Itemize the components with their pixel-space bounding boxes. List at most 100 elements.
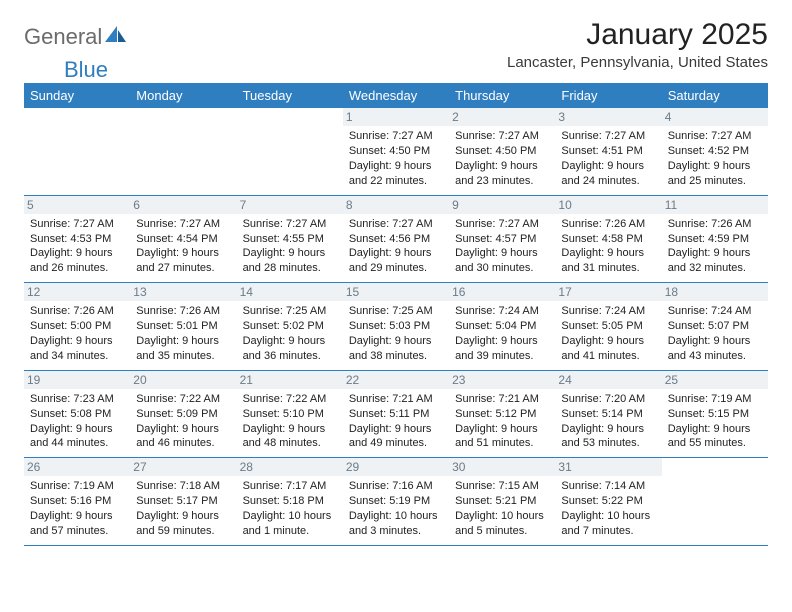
day-detail-line: and 30 minutes. <box>455 261 549 276</box>
day-detail-line: Sunset: 4:50 PM <box>349 144 443 159</box>
day-detail-line: Daylight: 9 hours <box>136 509 230 524</box>
day-detail-line: Sunrise: 7:27 AM <box>455 129 549 144</box>
day-number: 4 <box>662 108 768 126</box>
month-title: January 2025 <box>507 18 768 52</box>
day-detail-line: Sunset: 4:55 PM <box>243 232 337 247</box>
day-number: 23 <box>449 371 555 389</box>
day-number: 7 <box>237 196 343 214</box>
day-detail-line: and 29 minutes. <box>349 261 443 276</box>
day-detail-line: and 26 minutes. <box>30 261 124 276</box>
brand-blue: Blue <box>64 57 108 82</box>
day-detail-line: Sunset: 5:18 PM <box>243 494 337 509</box>
day-number: 9 <box>449 196 555 214</box>
calendar-day-cell: 8Sunrise: 7:27 AMSunset: 4:56 PMDaylight… <box>343 195 449 283</box>
day-detail-line: and 3 minutes. <box>349 524 443 539</box>
day-detail-line: Daylight: 9 hours <box>455 246 549 261</box>
day-detail-line: Daylight: 10 hours <box>455 509 549 524</box>
day-detail-line: Sunset: 4:52 PM <box>668 144 762 159</box>
day-number: 19 <box>24 371 130 389</box>
day-detail-line: Sunrise: 7:23 AM <box>30 392 124 407</box>
day-number: 6 <box>130 196 236 214</box>
day-detail-line: Sunset: 5:03 PM <box>349 319 443 334</box>
day-detail-line: Sunrise: 7:24 AM <box>561 304 655 319</box>
weekday-header-tuesday: Tuesday <box>237 83 343 108</box>
calendar-page: General January 2025 Lancaster, Pennsylv… <box>0 0 792 558</box>
day-detail-line: Sunset: 5:07 PM <box>668 319 762 334</box>
day-detail-line: Sunset: 5:04 PM <box>455 319 549 334</box>
weekday-header-thursday: Thursday <box>449 83 555 108</box>
day-number: 20 <box>130 371 236 389</box>
day-detail-line: and 46 minutes. <box>136 436 230 451</box>
day-number: 24 <box>555 371 661 389</box>
calendar-day-cell: 6Sunrise: 7:27 AMSunset: 4:54 PMDaylight… <box>130 195 236 283</box>
day-detail-line: Daylight: 9 hours <box>30 246 124 261</box>
calendar-day-cell: 29Sunrise: 7:16 AMSunset: 5:19 PMDayligh… <box>343 458 449 546</box>
brand-logo: General <box>24 18 129 50</box>
day-detail-line: Sunrise: 7:27 AM <box>349 217 443 232</box>
calendar-day-cell: 4 Sunrise: 7:27 AMSunset: 4:52 PMDaylight… <box>662 108 768 195</box>
day-detail-line: and 35 minutes. <box>136 349 230 364</box>
day-detail-line: Sunset: 4:50 PM <box>455 144 549 159</box>
calendar-day-cell: 14Sunrise: 7:25 AMSunset: 5:02 PMDayligh… <box>237 283 343 371</box>
day-detail-line: Sunrise: 7:27 AM <box>668 129 762 144</box>
day-detail-line: Sunrise: 7:21 AM <box>349 392 443 407</box>
day-detail-line: Daylight: 9 hours <box>455 334 549 349</box>
day-detail-line: and 59 minutes. <box>136 524 230 539</box>
day-detail-line: and 25 minutes. <box>668 174 762 189</box>
day-detail-line: Daylight: 10 hours <box>243 509 337 524</box>
calendar-week-row: 12Sunrise: 7:26 AMSunset: 5:00 PMDayligh… <box>24 283 768 371</box>
calendar-weekday-header: SundayMondayTuesdayWednesdayThursdayFrid… <box>24 83 768 108</box>
day-detail-line: and 38 minutes. <box>349 349 443 364</box>
day-number: 28 <box>237 458 343 476</box>
day-detail-line: Sunrise: 7:27 AM <box>349 129 443 144</box>
day-detail-line: Daylight: 9 hours <box>136 246 230 261</box>
day-detail-line: Daylight: 9 hours <box>30 422 124 437</box>
day-detail-line: Sunset: 5:10 PM <box>243 407 337 422</box>
calendar-day-cell: 11Sunrise: 7:26 AMSunset: 4:59 PMDayligh… <box>662 195 768 283</box>
day-number: 21 <box>237 371 343 389</box>
day-number: 30 <box>449 458 555 476</box>
day-detail-line: Sunset: 5:19 PM <box>349 494 443 509</box>
day-detail-line: Daylight: 9 hours <box>668 422 762 437</box>
day-detail-line: Sunset: 4:56 PM <box>349 232 443 247</box>
day-detail-line: Sunrise: 7:27 AM <box>30 217 124 232</box>
day-detail-line: Sunrise: 7:21 AM <box>455 392 549 407</box>
day-detail-line: Sunrise: 7:19 AM <box>668 392 762 407</box>
day-number: 8 <box>343 196 449 214</box>
day-detail-line: Sunset: 5:17 PM <box>136 494 230 509</box>
day-number: 26 <box>24 458 130 476</box>
day-number: 14 <box>237 283 343 301</box>
calendar-day-cell: 16Sunrise: 7:24 AMSunset: 5:04 PMDayligh… <box>449 283 555 371</box>
day-detail-line: Sunrise: 7:27 AM <box>243 217 337 232</box>
day-detail-line: Sunrise: 7:16 AM <box>349 479 443 494</box>
brand-sail-icon <box>105 26 127 44</box>
day-detail-line: Sunrise: 7:22 AM <box>136 392 230 407</box>
day-detail-line: Sunset: 4:51 PM <box>561 144 655 159</box>
calendar-day-cell: 21Sunrise: 7:22 AMSunset: 5:10 PMDayligh… <box>237 370 343 458</box>
day-detail-line: Sunset: 4:57 PM <box>455 232 549 247</box>
day-detail-line: and 7 minutes. <box>561 524 655 539</box>
calendar-day-cell <box>24 108 130 195</box>
calendar-day-cell <box>237 108 343 195</box>
day-detail-line: Daylight: 9 hours <box>668 159 762 174</box>
day-number: 10 <box>555 196 661 214</box>
day-detail-line: Daylight: 9 hours <box>243 422 337 437</box>
day-number: 15 <box>343 283 449 301</box>
weekday-header-monday: Monday <box>130 83 236 108</box>
weekday-header-wednesday: Wednesday <box>343 83 449 108</box>
day-detail-line: Daylight: 10 hours <box>349 509 443 524</box>
day-detail-line: Daylight: 9 hours <box>136 422 230 437</box>
day-detail-line: Sunrise: 7:24 AM <box>668 304 762 319</box>
day-detail-line: Daylight: 9 hours <box>349 422 443 437</box>
calendar-day-cell: 23Sunrise: 7:21 AMSunset: 5:12 PMDayligh… <box>449 370 555 458</box>
calendar-week-row: 5Sunrise: 7:27 AMSunset: 4:53 PMDaylight… <box>24 195 768 283</box>
calendar-day-cell: 28Sunrise: 7:17 AMSunset: 5:18 PMDayligh… <box>237 458 343 546</box>
day-detail-line: Sunset: 5:14 PM <box>561 407 655 422</box>
day-number: 31 <box>555 458 661 476</box>
day-detail-line: Daylight: 9 hours <box>243 334 337 349</box>
day-number: 17 <box>555 283 661 301</box>
day-detail-line: and 31 minutes. <box>561 261 655 276</box>
day-detail-line: Daylight: 10 hours <box>561 509 655 524</box>
day-detail-line: Sunrise: 7:19 AM <box>30 479 124 494</box>
calendar-day-cell: 18Sunrise: 7:24 AMSunset: 5:07 PMDayligh… <box>662 283 768 371</box>
